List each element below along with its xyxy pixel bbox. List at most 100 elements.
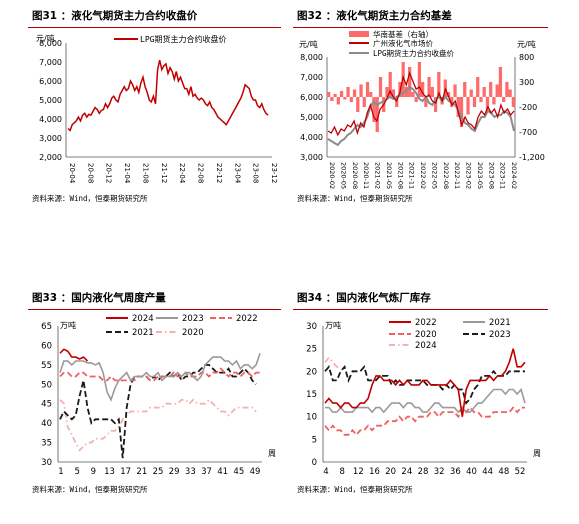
x-tick-label: 12: [353, 467, 364, 477]
y-tick-label: 30: [306, 322, 317, 332]
basis-bar: [495, 84, 499, 97]
basis-bar: [476, 77, 480, 97]
x-tick-label: 20-08: [86, 163, 94, 183]
panel33-chart: 万吨 65 60 55 50 45 40 35 30 1 5 9 13 17 21 25 29 33 37 41 45 4…: [41, 314, 276, 477]
y-tick-label: 6,000: [39, 77, 62, 86]
panel32-title: 图32 ：液化气期货主力合约基差: [297, 10, 452, 22]
basis-bar: [333, 94, 337, 97]
basis-bar: [369, 92, 373, 97]
x-tick-label: 23-08: [252, 163, 260, 183]
panel33-source: 资料来源：Wind，恒泰期货研究所: [32, 485, 148, 494]
x-tick-label: 24: [401, 467, 412, 477]
legend-label: 2021: [489, 318, 511, 328]
series-line: [59, 364, 257, 459]
x-tick-label: 2023-05: [476, 162, 484, 189]
basis-bar: [433, 97, 438, 112]
panel33-title: 图33 ：国内液化气周度产量: [32, 292, 166, 304]
y-tick-label: 8,000: [39, 39, 62, 48]
basis-bar: [430, 87, 434, 97]
y-tick-label: 5,000: [300, 113, 323, 122]
basis-bar: [411, 92, 415, 97]
legend-label: LPG期货主力合约收盘价: [373, 48, 455, 58]
basis-bar: [489, 82, 493, 97]
y-tick-label: 0: [312, 458, 317, 468]
basis-bar: [511, 97, 515, 107]
y2-tick-label: 300: [519, 78, 534, 87]
y-tick-label: 45: [41, 400, 52, 410]
x-tick-label: 2020-02: [328, 162, 336, 189]
x-tick-label: 13: [104, 467, 115, 477]
series-line: [325, 387, 526, 414]
basis-bar: [479, 97, 483, 102]
x-tick-label: 1: [58, 467, 63, 477]
x-tick-label: 4: [323, 467, 328, 477]
x-tick-label: 23-04: [233, 163, 241, 184]
x-tick-label: 9: [91, 467, 96, 477]
legend-label: 2024: [132, 314, 154, 324]
basis-bar: [492, 97, 496, 105]
x-tick-label: 2020-05: [339, 162, 347, 189]
basis-bar: [427, 77, 431, 97]
panel32-title-rule: [293, 27, 548, 28]
legend-label: LPG期货主力合约收盘价: [140, 34, 226, 44]
x-tick-label: 52: [515, 467, 526, 477]
basis-bar: [365, 82, 370, 97]
y-unit-label-left: 元/吨: [299, 39, 318, 49]
x-tick-label: 2024-02: [510, 162, 518, 189]
y-tick-label: 4,000: [300, 133, 323, 142]
x-tick-label: 21-12: [160, 163, 168, 183]
basis-bar: [388, 72, 392, 97]
basis-bar: [385, 87, 389, 97]
basis-bar: [391, 89, 396, 97]
x-tick-label: 20-12: [105, 163, 113, 183]
basis-bar: [472, 97, 477, 107]
panel32-chart: 元/吨 元/吨 8,000 7,000 6,000 5,000 4,000 3,000 800 3…: [299, 29, 545, 189]
y2-tick-label: -1,200: [519, 153, 545, 162]
panel32-source: 资料来源：Wind，恒泰期货研究所: [297, 194, 413, 203]
legend-label: 2023: [489, 330, 511, 340]
x-tick-label: 48: [498, 467, 509, 477]
panel34-source: 资料来源：Wind，恒泰期货研究所: [297, 485, 413, 494]
x-tick-label: 2020-08: [351, 162, 359, 189]
x-tick-label: 21-04: [123, 163, 131, 184]
legend-label: 2020: [415, 330, 437, 340]
y-tick-label: 60: [41, 341, 52, 351]
x-tick-label: 32: [434, 467, 445, 477]
legend-label: 2022: [236, 314, 258, 324]
series-line: [59, 367, 260, 382]
basis-bar: [343, 97, 347, 100]
basis-bar: [330, 97, 334, 101]
x-tick-label: 2023-08: [487, 162, 495, 189]
panel34-title-rule: [293, 309, 548, 310]
y2-tick-label: -700: [519, 128, 537, 137]
basis-bar: [459, 97, 464, 127]
y-tick-label: 3,000: [300, 153, 323, 162]
x-tick-label: 2021-02: [374, 162, 382, 189]
x-tick-label: 49: [250, 467, 261, 477]
x-tick-label: 8: [339, 467, 344, 477]
basis-bar: [352, 89, 357, 97]
x-tick-label: 2022-05: [430, 162, 438, 189]
basis-bar: [424, 97, 428, 107]
y-tick-label: 55: [41, 361, 52, 371]
y-tick-label: 10: [306, 413, 317, 423]
basis-bar: [327, 92, 331, 97]
x-tick-label: 2023-11: [499, 162, 507, 189]
basis-bar: [378, 77, 383, 97]
y-tick-label: 20: [306, 367, 317, 377]
y-tick-label: 8,000: [300, 53, 323, 62]
basis-bar: [362, 97, 366, 107]
legend-label: 2024: [415, 341, 437, 351]
series-line: [327, 70, 515, 137]
x-tick-label: 17: [120, 467, 131, 477]
basis-bar: [456, 97, 460, 117]
panel31-title: 图31 ：液化气期货主力合约收盘价: [32, 10, 198, 22]
panel31-title-rule: [28, 27, 281, 28]
x-tick-label: 36: [450, 467, 461, 477]
y-tick-label: 4,000: [39, 115, 62, 124]
series-line: [324, 356, 341, 368]
basis-bar: [346, 87, 350, 97]
basis-bar: [502, 97, 506, 102]
x-tick-label: 2021-08: [396, 162, 404, 189]
